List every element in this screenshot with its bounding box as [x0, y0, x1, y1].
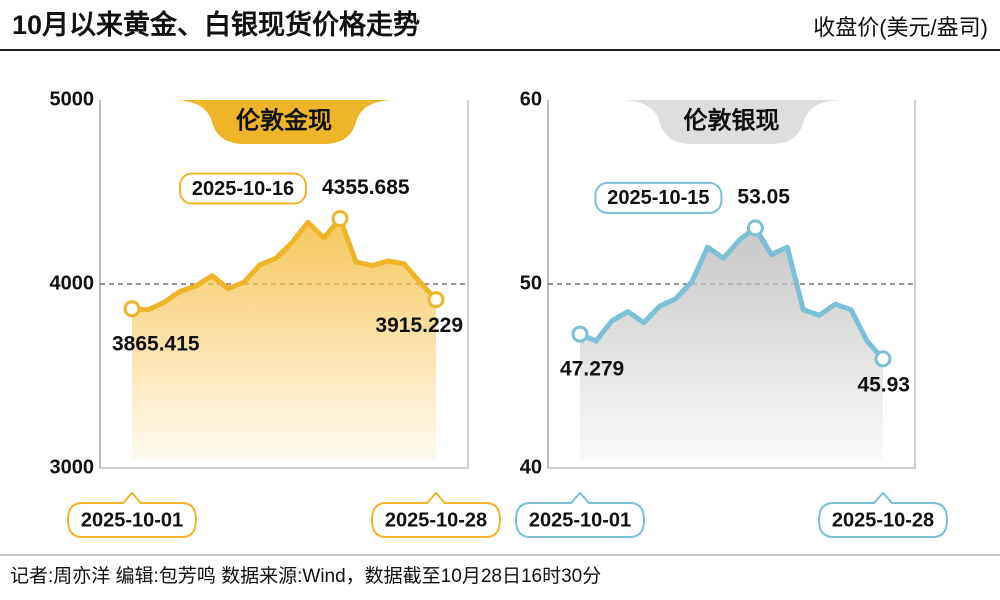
value-label: 53.05 — [737, 185, 790, 208]
value-label: 3915.229 — [375, 314, 463, 337]
date-box — [514, 491, 646, 538]
point-marker — [874, 350, 892, 368]
page-title: 10月以来黄金、白银现货价格走势 — [12, 9, 420, 40]
x-date-label: 2025-10-01 — [529, 509, 631, 531]
y-tick-label: 40 — [520, 456, 542, 478]
y-tick-label: 60 — [520, 88, 542, 110]
panel-title: 伦敦银现 — [684, 106, 780, 134]
date-box — [370, 491, 502, 538]
x-date-label: 2025-10-28 — [385, 509, 487, 531]
callout-date: 2025-10-15 — [607, 187, 709, 209]
y-tick-label: 50 — [520, 272, 542, 294]
line — [131, 216, 438, 313]
panel-title: 伦敦金现 — [236, 106, 332, 134]
value-label: 4355.685 — [322, 176, 410, 199]
line — [578, 225, 885, 361]
point-marker — [427, 291, 445, 309]
value-label: 47.279 — [560, 358, 624, 381]
title-tab — [619, 100, 844, 144]
x-date-label: 2025-10-28 — [832, 509, 934, 531]
point-marker — [331, 210, 349, 228]
callout-box — [179, 172, 307, 205]
title-tab — [172, 100, 396, 144]
date-box — [66, 491, 198, 538]
callout-box — [594, 181, 723, 214]
value-label: 45.93 — [857, 373, 910, 396]
x-date-label: 2025-10-01 — [81, 509, 183, 531]
y-tick-label: 4000 — [50, 272, 95, 294]
point-marker — [571, 325, 589, 343]
callout-date: 2025-10-16 — [192, 178, 294, 200]
point-marker — [746, 219, 764, 237]
date-box — [817, 491, 949, 538]
unit-label: 收盘价(美元/盎司) — [813, 15, 988, 40]
footer: 记者:周亦洋 编辑:包芳鸣 数据来源:Wind，数据截至10月28日16时30分 — [10, 565, 601, 587]
point-marker — [123, 300, 141, 318]
y-tick-label: 5000 — [50, 88, 95, 110]
y-tick-label: 3000 — [50, 456, 95, 478]
area — [580, 227, 883, 460]
value-label: 3865.415 — [112, 332, 200, 355]
